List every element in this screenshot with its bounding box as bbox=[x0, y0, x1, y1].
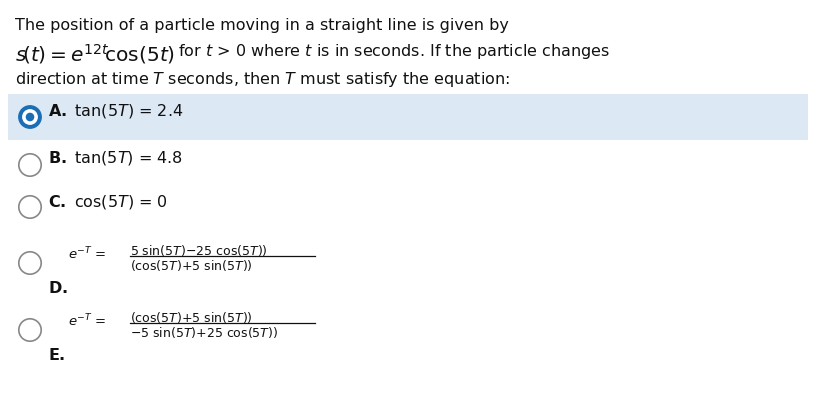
Text: $\mathbf{E.}$: $\mathbf{E.}$ bbox=[48, 347, 66, 363]
Circle shape bbox=[19, 106, 41, 128]
Text: $\mathbf{B.}$ tan(5$T$) = 4.8: $\mathbf{B.}$ tan(5$T$) = 4.8 bbox=[48, 149, 183, 167]
Text: for $t$ > 0 where $t$ is in seconds. If the particle changes: for $t$ > 0 where $t$ is in seconds. If … bbox=[173, 42, 610, 61]
Circle shape bbox=[26, 113, 34, 121]
Text: $e^{-T}$ =: $e^{-T}$ = bbox=[68, 246, 107, 263]
Text: direction at time $T$ seconds, then $T$ must satisfy the equation:: direction at time $T$ seconds, then $T$ … bbox=[15, 70, 510, 89]
Text: $e^{-T}$ =: $e^{-T}$ = bbox=[68, 313, 107, 330]
Text: $s\!\left(t\right) = e^{12t}\!\cos\!\left(5t\right)$: $s\!\left(t\right) = e^{12t}\!\cos\!\lef… bbox=[15, 42, 175, 66]
Text: $\mathbf{A.}$ tan(5$T$) = 2.4: $\mathbf{A.}$ tan(5$T$) = 2.4 bbox=[48, 102, 183, 120]
Circle shape bbox=[23, 110, 37, 124]
Text: (cos(5$T$)+5 sin(5$T$)): (cos(5$T$)+5 sin(5$T$)) bbox=[130, 310, 253, 325]
Text: $\mathbf{D.}$: $\mathbf{D.}$ bbox=[48, 280, 68, 296]
Text: The position of a particle moving in a straight line is given by: The position of a particle moving in a s… bbox=[15, 18, 509, 33]
Text: 5 sin(5$T$)$-$25 cos(5$T$)): 5 sin(5$T$)$-$25 cos(5$T$)) bbox=[130, 243, 268, 258]
Text: (cos(5$T$)+5 sin(5$T$)): (cos(5$T$)+5 sin(5$T$)) bbox=[130, 258, 253, 273]
FancyBboxPatch shape bbox=[8, 94, 808, 140]
Text: $-$5 sin(5$T$)+25 cos(5$T$)): $-$5 sin(5$T$)+25 cos(5$T$)) bbox=[130, 325, 278, 340]
Text: $\mathbf{C.}$ cos(5$T$) = 0: $\mathbf{C.}$ cos(5$T$) = 0 bbox=[48, 193, 168, 211]
